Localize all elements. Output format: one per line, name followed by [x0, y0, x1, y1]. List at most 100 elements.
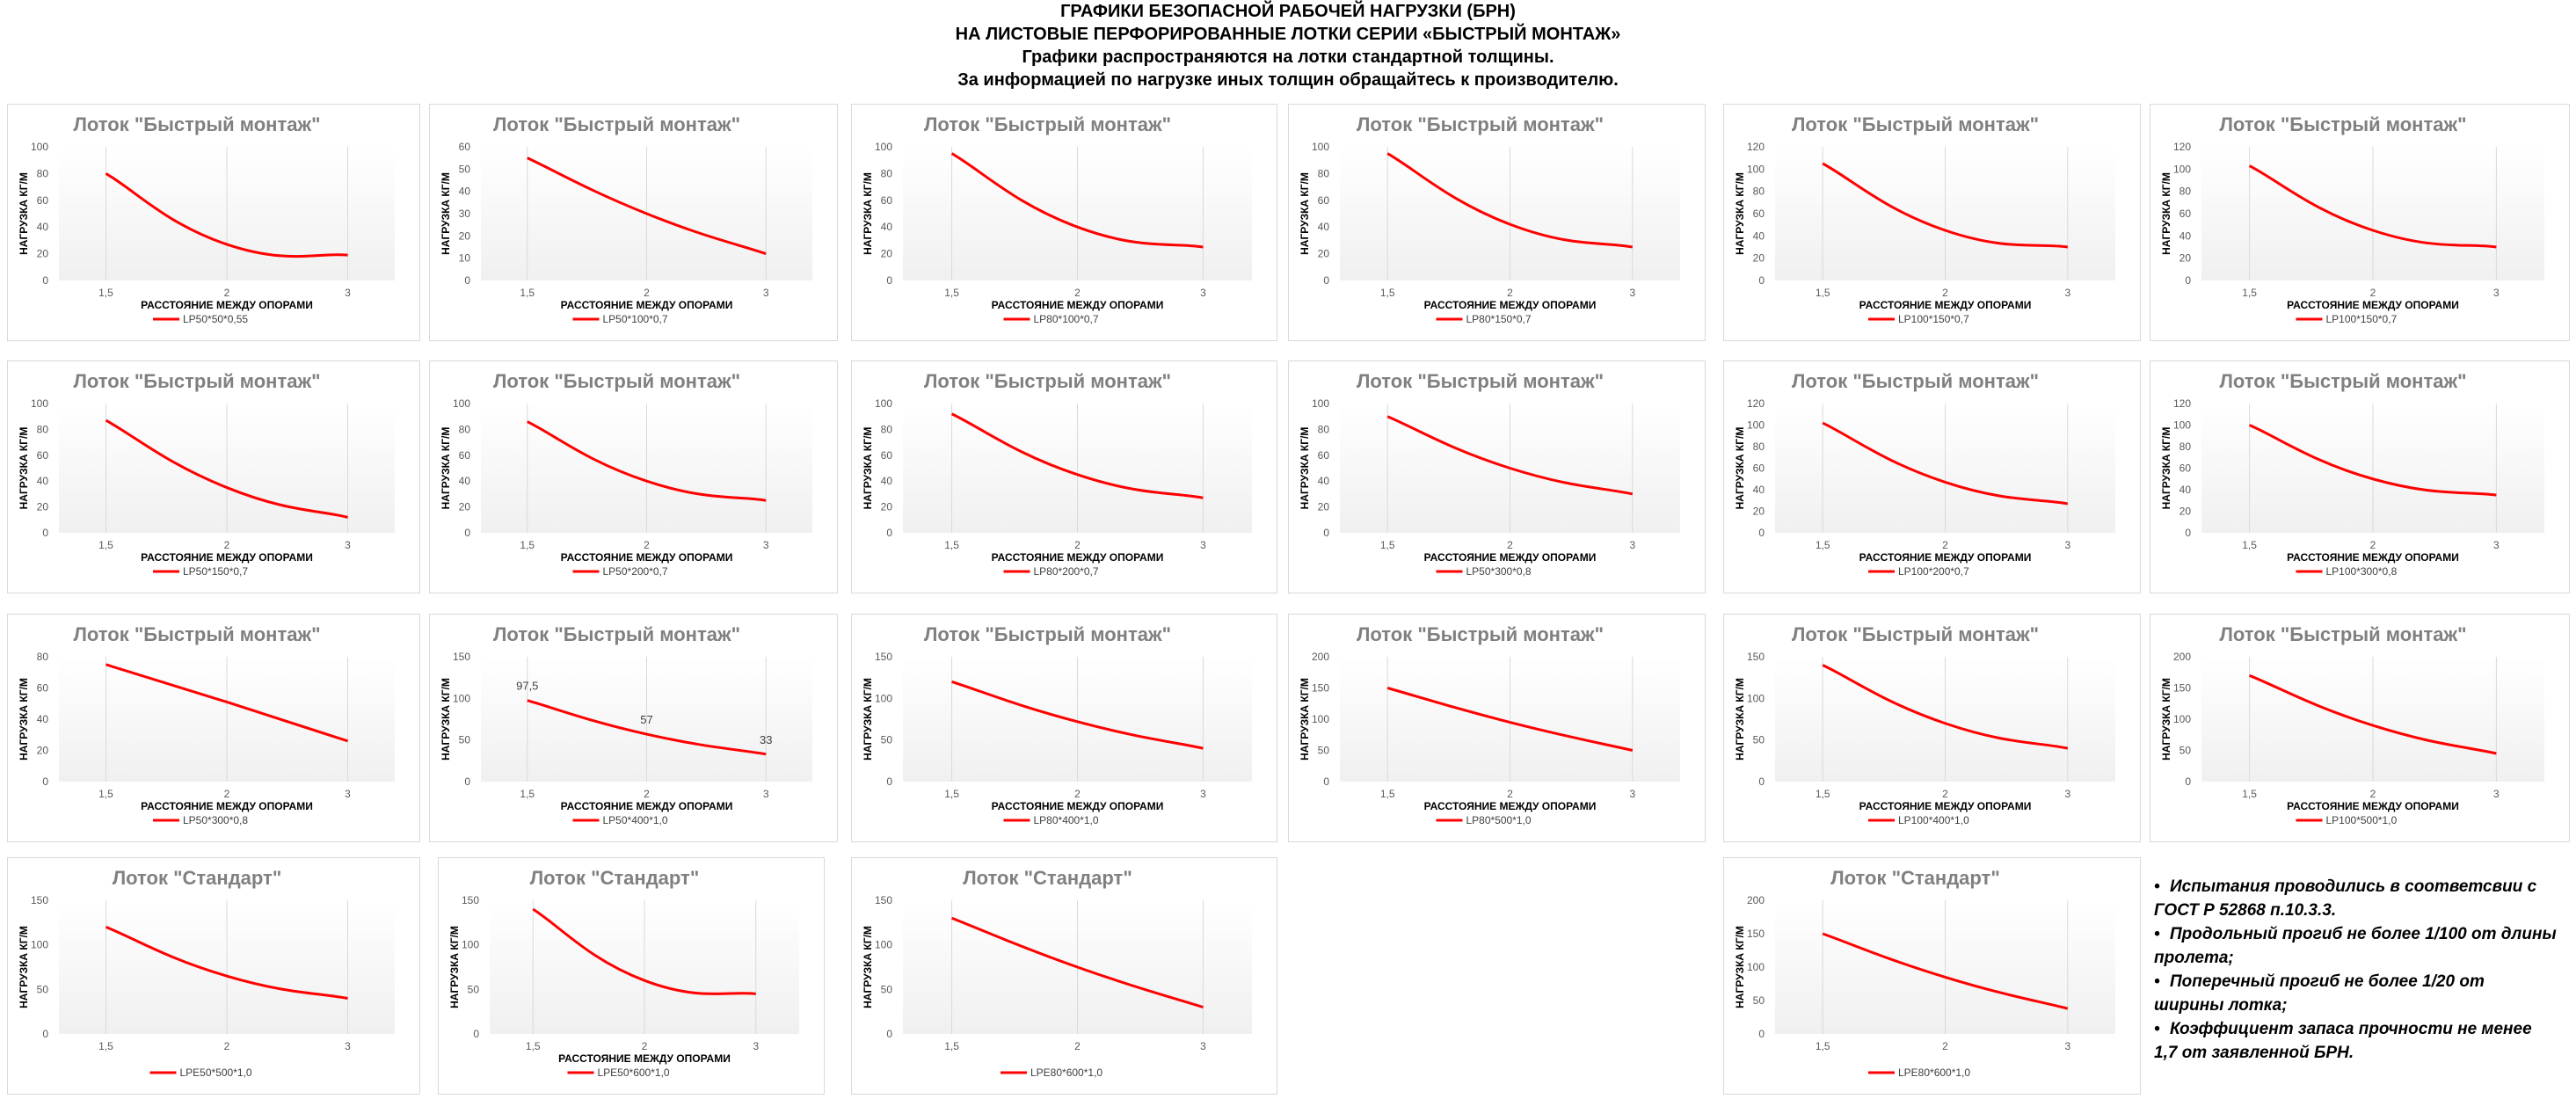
x-tick-label: 3: [2064, 287, 2070, 299]
chart-title: Лоток "Быстрый монтаж": [2219, 623, 2466, 645]
chart-title: Лоток "Стандарт": [1830, 867, 2000, 889]
y-tick-label: 120: [2173, 141, 2191, 153]
x-tick-label: 3: [345, 287, 351, 299]
y-tick-label: 40: [881, 475, 893, 487]
x-tick-label: 3: [2064, 539, 2070, 551]
x-tick-label: 2: [644, 788, 650, 800]
y-tick-label: 40: [1753, 229, 1765, 242]
legend-entry: LP50*400*1,0: [603, 814, 668, 826]
chart-svg: Лоток "Стандарт" 0 50 100 150 НАГРУЗКА КГ/М 1,…: [862, 867, 1252, 1079]
y-tick-label: 150: [31, 894, 48, 906]
chart-svg: Лоток "Стандарт" 0 50 100 150 200 НАГРУЗКА КГ/…: [1734, 867, 2115, 1079]
y-tick-label: 50: [1753, 734, 1765, 746]
chart-svg: Лоток "Быстрый монтаж" 0 50 100 150 НАГРУЗКА …: [1734, 623, 2115, 826]
x-tick-label: 1,5: [1380, 539, 1395, 551]
bullet-glyph: •: [2154, 972, 2160, 991]
x-tick-label: 2: [1074, 788, 1081, 800]
chart-panel: Лоток "Быстрый монтаж" 0 20 40 60 80 100 120 НАГ…: [1723, 360, 2141, 593]
chart-svg: Лоток "Быстрый монтаж" 0 20 40 60 80 100 НАГРУЗ…: [18, 370, 395, 578]
x-tick-label: 3: [2064, 1040, 2070, 1052]
x-tick-label: 3: [2064, 788, 2070, 800]
data-label: 33: [760, 733, 772, 746]
x-tick-label: 3: [1629, 539, 1635, 551]
y-tick-label: 150: [1747, 928, 1765, 940]
chart-title: Лоток "Быстрый монтаж": [924, 370, 1171, 392]
y-tick-label: 50: [37, 983, 49, 995]
chart-svg: Лоток "Быстрый монтаж" 0 20 40 60 80 100 120 НАГ…: [2160, 113, 2544, 325]
x-tick-label: 2: [224, 1040, 230, 1052]
y-tick-label: 100: [453, 397, 470, 410]
bullet-glyph: •: [2154, 877, 2160, 896]
chart-panel: Лоток "Быстрый монтаж" 0 50 100 150 НАГРУЗКА …: [1723, 614, 2141, 842]
y-tick-label: 40: [1753, 484, 1765, 496]
y-tick-label: 60: [37, 194, 49, 207]
legend-entry: LP100*150*0,7: [2326, 313, 2398, 325]
y-tick-label: 100: [875, 141, 892, 153]
chart-svg: Лоток "Быстрый монтаж" 0 20 40 60 80 100 НАГРУЗ…: [862, 113, 1252, 325]
x-tick-label: 2: [1507, 788, 1513, 800]
chart-svg: Лоток "Быстрый монтаж" 0 20 40 60 80 100 120 НАГ…: [1734, 113, 2115, 325]
bullet-glyph: •: [2154, 925, 2160, 943]
x-tick-label: 3: [2493, 287, 2500, 299]
chart-panel: Лоток "Быстрый монтаж" 0 20 40 60 80 НАГРУЗКА …: [7, 614, 420, 842]
x-tick-label: 2: [2370, 539, 2376, 551]
x-tick-label: 2: [642, 1040, 648, 1052]
x-tick-label: 3: [345, 788, 351, 800]
y-tick-label: 50: [468, 983, 480, 995]
bullet-glyph: •: [2154, 1020, 2160, 1038]
x-axis-label: РАССТОЯНИЕ МЕЖДУ ОПОРАМИ: [1424, 551, 1597, 564]
y-tick-label: 80: [881, 423, 893, 435]
legend-entry: LPE80*600*1,0: [1030, 1066, 1102, 1079]
x-tick-label: 2: [1942, 539, 1948, 551]
chart-title: Лоток "Быстрый монтаж": [1792, 113, 2039, 135]
y-tick-label: 60: [881, 194, 893, 207]
y-axis-label: НАГРУЗКА КГ/М: [862, 427, 874, 510]
y-tick-label: 20: [1753, 252, 1765, 265]
y-tick-label: 100: [31, 939, 48, 951]
y-tick-label: 20: [1318, 501, 1330, 513]
x-tick-label: 1,5: [2242, 539, 2257, 551]
notes-box: • Испытания проводились в соответсвии с Г…: [2154, 875, 2558, 1065]
y-tick-label: 0: [886, 527, 892, 539]
chart-title: Лоток "Быстрый монтаж": [493, 370, 740, 392]
x-axis-label: РАССТОЯНИЕ МЕЖДУ ОПОРАМИ: [2287, 299, 2459, 311]
x-tick-label: 2: [1942, 788, 1948, 800]
y-tick-label: 100: [1312, 397, 1329, 410]
y-tick-label: 120: [1747, 397, 1765, 410]
y-tick-label: 80: [1753, 186, 1765, 198]
x-tick-label: 1,5: [944, 539, 959, 551]
y-tick-label: 100: [1747, 692, 1765, 704]
series-line: [1386, 415, 1634, 496]
chart-svg: Лоток "Быстрый монтаж" 0 20 40 60 80 100 НАГРУЗ…: [862, 370, 1252, 578]
chart-svg: Лоток "Быстрый монтаж" 0 20 40 60 80 НАГРУЗКА …: [18, 623, 395, 826]
x-tick-label: 3: [753, 1040, 759, 1052]
legend-entry: LP100*300*0,8: [2326, 565, 2398, 578]
y-tick-label: 20: [2179, 252, 2192, 265]
chart-svg: Лоток "Быстрый монтаж" 0 20 40 60 80 100 НАГРУЗ…: [440, 370, 812, 578]
x-tick-label: 2: [644, 539, 650, 551]
chart-svg: Лоток "Стандарт" 0 50 100 150 НАГРУЗКА КГ/М 1,…: [448, 867, 799, 1079]
y-tick-label: 10: [459, 252, 471, 265]
chart-svg: Лоток "Быстрый монтаж" 0 20 40 60 80 100 НАГРУЗ…: [18, 113, 395, 325]
y-axis-label: НАГРУЗКА КГ/М: [1734, 172, 1746, 255]
y-tick-label: 0: [464, 527, 470, 539]
legend-entry: LP80*200*0,7: [1034, 565, 1099, 578]
y-tick-label: 20: [881, 248, 893, 260]
chart-title: Лоток "Стандарт": [963, 867, 1132, 889]
x-tick-label: 1,5: [1380, 287, 1395, 299]
y-tick-label: 50: [1318, 745, 1330, 757]
legend-entry: LP100*150*0,7: [1898, 313, 1969, 325]
legend-entry: LP50*200*0,7: [603, 565, 668, 578]
y-tick-label: 60: [1753, 207, 1765, 220]
chart-svg: Лоток "Быстрый монтаж" 0 10 20 30 40 50 60 НАГРУ…: [440, 113, 812, 325]
chart-title: Лоток "Быстрый монтаж": [924, 113, 1171, 135]
y-tick-label: 0: [1758, 775, 1765, 788]
y-tick-label: 80: [37, 167, 49, 179]
series-line: [532, 907, 756, 995]
series-line: [527, 420, 767, 502]
y-tick-label: 60: [37, 449, 49, 462]
legend-entry: LPE80*600*1,0: [1898, 1066, 1970, 1079]
x-tick-label: 3: [2493, 788, 2500, 800]
y-tick-label: 100: [1747, 163, 1765, 175]
x-axis-label: РАССТОЯНИЕ МЕЖДУ ОПОРАМИ: [1859, 551, 2032, 564]
